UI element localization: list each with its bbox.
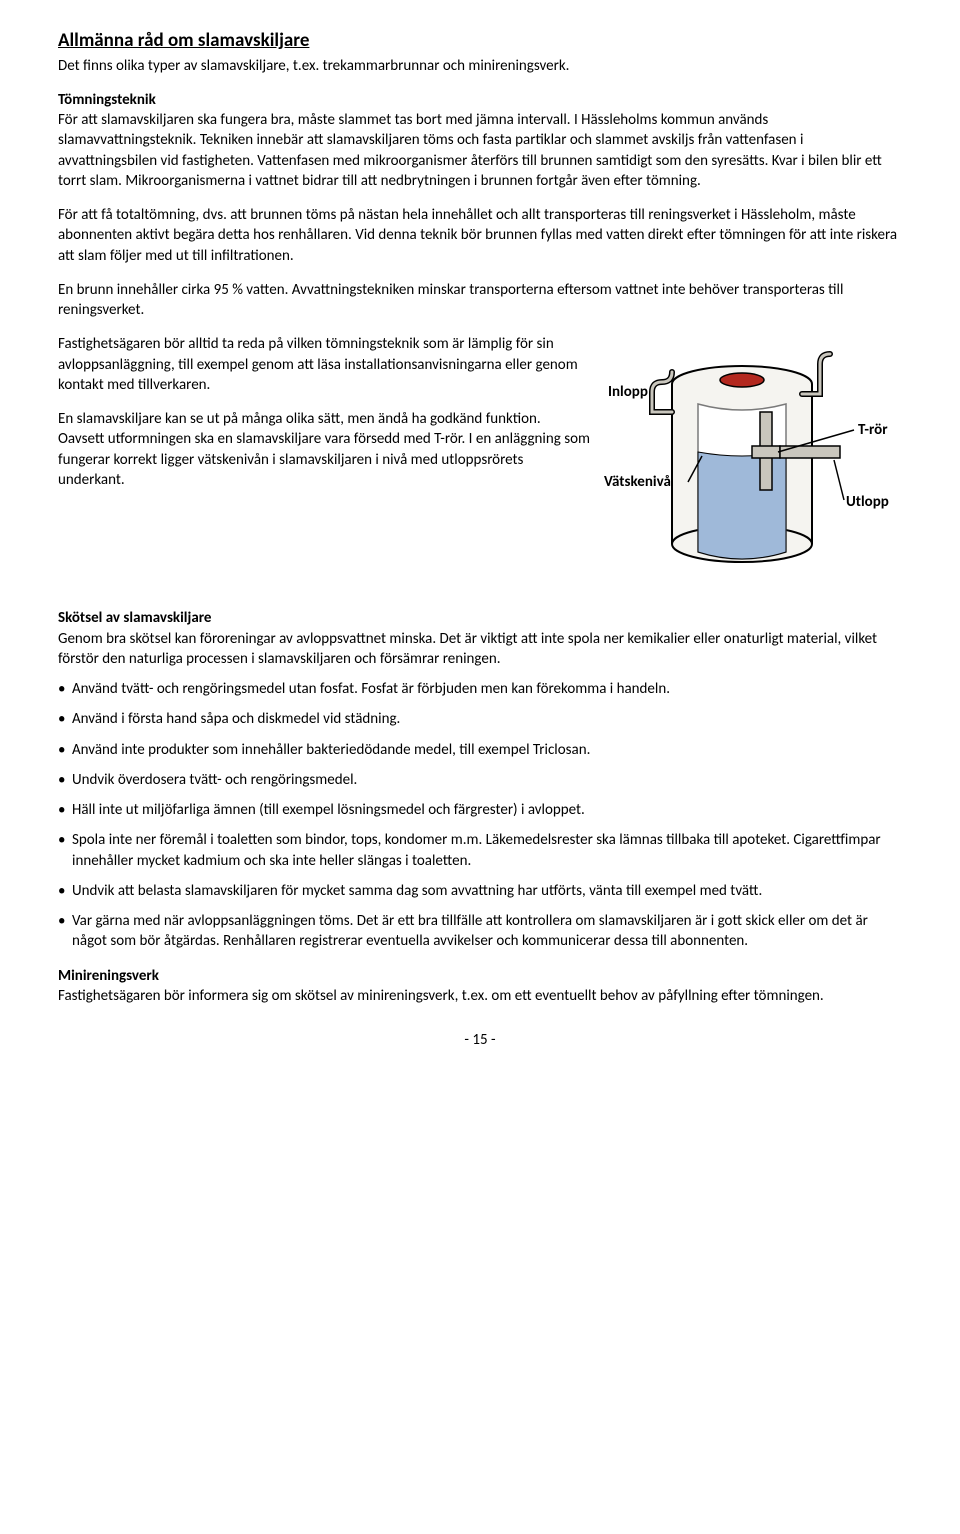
bullet-item: Använd inte produkter som innehåller bak…: [58, 740, 902, 760]
section-minirening: Minireningsverk Fastighetsägaren bör inf…: [58, 966, 902, 1007]
bullet-item: Använd i första hand såpa och diskmedel …: [58, 709, 902, 729]
label-utlopp: Utlopp: [846, 493, 889, 511]
minirening-text: Fastighetsägaren bör informera sig om sk…: [58, 986, 902, 1006]
tomning-p5: En slamavskiljare kan se ut på många oli…: [58, 409, 590, 490]
label-inlopp: Inlopp: [608, 383, 648, 401]
bullet-item: Var gärna med när avloppsanläggningen tö…: [58, 911, 902, 952]
heading-skotsel: Skötsel av slamavskiljare: [58, 608, 902, 628]
label-vatskeniva: Vätskenivå: [604, 473, 671, 491]
bullet-item: Undvik överdosera tvätt- och rengöringsm…: [58, 770, 902, 790]
page-title: Allmänna råd om slamavskiljare: [58, 28, 902, 54]
skotsel-bullets: Använd tvätt- och rengöringsmedel utan f…: [58, 679, 902, 952]
intro-text: Det finns olika typer av slamavskiljare,…: [58, 56, 902, 76]
section-skotsel: Skötsel av slamavskiljare Genom bra sköt…: [58, 608, 902, 951]
tomning-p2: För att få totaltömning, dvs. att brunne…: [58, 205, 902, 266]
separator-diagram: Inlopp T-rör Vätskenivå Utlopp: [602, 334, 902, 594]
heading-minirening: Minireningsverk: [58, 966, 902, 986]
section-tomning: Tömningsteknik För att slamavskiljaren s…: [58, 90, 902, 595]
bullet-item: Häll inte ut miljöfarliga ämnen (till ex…: [58, 800, 902, 820]
skotsel-intro: Genom bra skötsel kan föroreningar av av…: [58, 629, 902, 670]
bullet-item: Undvik att belasta slamavskiljaren för m…: [58, 881, 902, 901]
tomning-p1: För att slamavskiljaren ska fungera bra,…: [58, 110, 902, 191]
tomning-p4: Fastighetsägaren bör alltid ta reda på v…: [58, 334, 590, 395]
page-number: - 15 -: [58, 1030, 902, 1050]
label-tror: T-rör: [858, 421, 888, 439]
bullet-item: Använd tvätt- och rengöringsmedel utan f…: [58, 679, 902, 699]
bullet-item: Spola inte ner föremål i toaletten som b…: [58, 830, 902, 871]
tomning-p3: En brunn innehåller cirka 95 % vatten. A…: [58, 280, 902, 321]
heading-tomning: Tömningsteknik: [58, 90, 902, 110]
